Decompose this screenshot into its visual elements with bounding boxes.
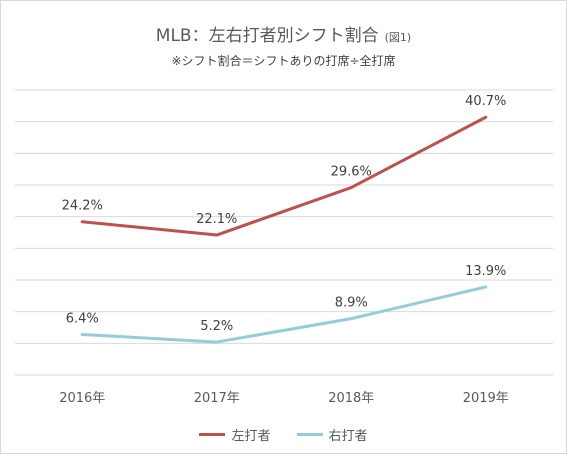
data-label: 40.7% (465, 94, 506, 109)
data-label: 6.4% (66, 311, 99, 326)
chart-title: MLB：左右打者別シフト割合 (図1) (0, 21, 567, 46)
x-tick-label: 2017年 (194, 391, 240, 406)
series-line-right-batters (80, 285, 488, 344)
title-note: (図1) (384, 31, 412, 44)
legend: 左打者 右打者 (0, 425, 567, 444)
legend-item-left-batters: 左打者 (199, 425, 271, 444)
legend-label-right-batters: 右打者 (328, 429, 368, 444)
legend-label-left-batters: 左打者 (231, 429, 271, 444)
title-text: MLB：左右打者別シフト割合 (155, 26, 379, 46)
x-tick-label: 2018年 (328, 391, 374, 406)
legend-item-right-batters: 右打者 (296, 425, 368, 444)
data-label: 13.9% (465, 264, 506, 279)
data-label: 24.2% (62, 199, 103, 214)
x-tick-label: 2019年 (463, 391, 509, 406)
x-tick-label: 2016年 (59, 391, 105, 406)
legend-swatch-left-batters (199, 433, 226, 436)
chart-subtitle: ※シフト割合＝シフトありの打席÷全打席 (171, 54, 396, 68)
data-label: 22.1% (196, 212, 237, 227)
legend-swatch-right-batters (296, 433, 323, 436)
data-label: 8.9% (335, 296, 368, 311)
data-label: 5.2% (200, 319, 233, 334)
data-label: 29.6% (331, 165, 372, 180)
series-line-left-batters (80, 115, 488, 237)
